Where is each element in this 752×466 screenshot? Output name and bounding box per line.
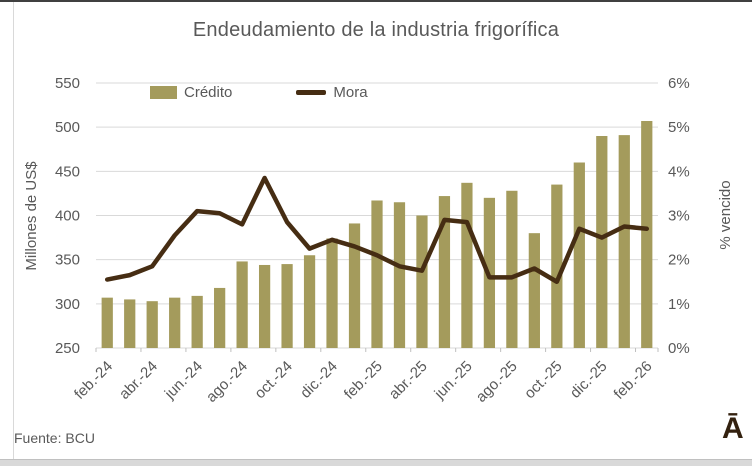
left-y-tick-label: 400 xyxy=(55,208,80,225)
x-tick-label: dic.-24 xyxy=(297,358,341,402)
bar-dic.-24[interactable] xyxy=(326,238,338,348)
left-y-tick-label: 300 xyxy=(55,296,80,313)
bar-jun.-25[interactable] xyxy=(461,182,473,348)
x-tick-label: abr.-25 xyxy=(386,358,431,403)
right-axis-title: % vencido xyxy=(717,180,734,250)
left-y-tick-label: 450 xyxy=(55,163,80,180)
x-tick-label: feb.-24 xyxy=(71,358,116,403)
bar-feb.-25[interactable] xyxy=(371,200,383,348)
bar-sep.-24[interactable] xyxy=(258,264,271,348)
left-axis-title: Millones de US$ xyxy=(23,161,40,271)
left-y-tick-label: 500 xyxy=(55,119,80,136)
legend: Crédito Mora xyxy=(150,84,368,101)
mora-line[interactable] xyxy=(104,175,650,284)
right-y-tick-label: 4% xyxy=(668,163,690,180)
legend-item-mora[interactable]: Mora xyxy=(296,84,368,101)
x-tick-label: abr.-24 xyxy=(116,358,161,403)
right-y-tick-label: 3% xyxy=(668,208,690,225)
bar-ene.-25[interactable] xyxy=(348,223,361,348)
logo-a-macron: Ā xyxy=(722,412,744,445)
x-tick-label: ago.-25 xyxy=(473,358,521,406)
bar-feb.-26[interactable] xyxy=(641,120,653,348)
x-tick-label: feb.-26 xyxy=(611,358,656,403)
bar-oct.-25[interactable] xyxy=(551,184,563,348)
legend-item-credito[interactable]: Crédito xyxy=(150,84,232,101)
bar-may.-25[interactable] xyxy=(438,196,451,348)
right-y-tick-label: 2% xyxy=(668,252,690,269)
left-y-tick-label: 550 xyxy=(55,75,80,92)
right-y-tick-label: 1% xyxy=(668,296,690,313)
bar-nov.-25[interactable] xyxy=(573,162,585,349)
bar-dic.-25[interactable] xyxy=(596,136,608,348)
bar-abr.-24[interactable] xyxy=(146,301,158,348)
mora-swatch-icon xyxy=(296,90,327,95)
x-tick-label: dic.-25 xyxy=(567,358,611,402)
x-tick-label: ago.-24 xyxy=(203,358,251,406)
window-bottom-edge xyxy=(0,459,752,466)
bar-ene.-26[interactable] xyxy=(618,135,630,348)
bar-oct.-24[interactable] xyxy=(281,264,293,348)
legend-label-mora: Mora xyxy=(333,84,368,101)
bar-abr.-25[interactable] xyxy=(416,215,428,349)
bar-jun.-24[interactable] xyxy=(191,295,203,348)
bar-sep.-25[interactable] xyxy=(528,233,540,348)
x-tick-label: jun.-24 xyxy=(161,358,206,403)
bar-nov.-24[interactable] xyxy=(303,255,316,348)
left-y-tick-label: 250 xyxy=(55,340,80,357)
bar-feb.-24[interactable] xyxy=(101,297,113,348)
chart-left-border xyxy=(13,2,14,459)
bar-ago.-25[interactable] xyxy=(506,190,518,348)
legend-label-credito: Crédito xyxy=(184,84,233,101)
x-tick-label: jun.-25 xyxy=(431,358,476,403)
x-tick-label: oct.-24 xyxy=(251,358,295,402)
window-top-edge xyxy=(0,0,752,2)
bar-mar.-24[interactable] xyxy=(124,299,136,348)
right-y-tick-label: 5% xyxy=(668,119,690,136)
x-tick-label: oct.-25 xyxy=(521,358,565,402)
bar-jul.-24[interactable] xyxy=(214,287,226,348)
chart-title: Endeudamiento de la industria frigorífic… xyxy=(192,19,560,41)
bar-may.-24[interactable] xyxy=(169,297,181,348)
source-note: Fuente: BCU xyxy=(14,430,95,446)
bar-ago.-24[interactable] xyxy=(236,261,248,348)
right-y-tick-label: 0% xyxy=(668,340,690,357)
x-tick-label: feb.-25 xyxy=(341,358,386,403)
bar-mar.-25[interactable] xyxy=(393,202,406,348)
left-y-tick-label: 350 xyxy=(55,252,80,269)
credito-swatch-icon xyxy=(150,86,177,99)
right-y-tick-label: 6% xyxy=(668,75,690,92)
